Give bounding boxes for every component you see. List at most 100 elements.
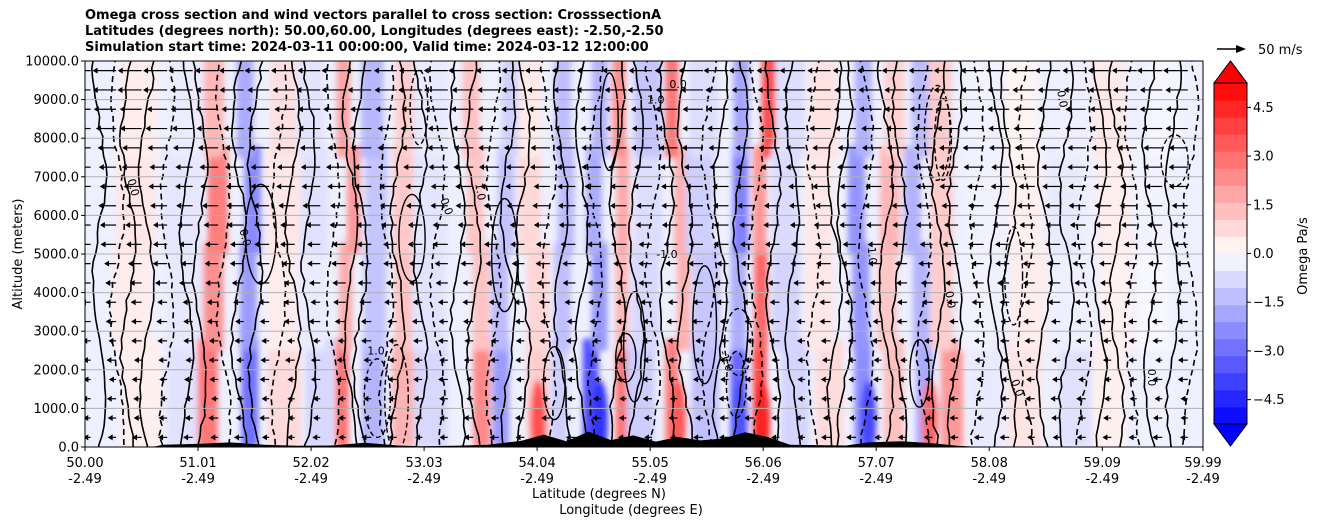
omega-cell [207, 145, 228, 254]
wind-vector [287, 337, 295, 344]
wind-vector [108, 376, 117, 383]
contour-label: 0.0 [125, 177, 142, 197]
omega-cell [969, 338, 1004, 447]
wind-vector [541, 357, 550, 364]
colorbar-level [1214, 117, 1247, 135]
wind-vector [85, 185, 91, 188]
omega-cell [848, 145, 865, 254]
wind-vector [299, 144, 321, 151]
wind-vector [334, 318, 346, 325]
wind-vector [866, 222, 882, 229]
colorbar-level [1214, 100, 1247, 118]
wind-vector [296, 86, 321, 93]
wind-vector [1001, 376, 1010, 383]
wind-vector [450, 106, 474, 113]
wind-vector [377, 125, 397, 132]
contour-loop [1160, 134, 1189, 187]
wind-vector [861, 125, 882, 132]
wind-vector [413, 395, 423, 402]
wind-vector [630, 106, 652, 113]
colorbar-tick-label: −4.5 [1253, 393, 1285, 408]
wind-vector [539, 337, 550, 344]
wind-vector [225, 183, 244, 190]
wind-vector [999, 337, 1010, 344]
omega-cell [1059, 338, 1093, 447]
wind-vector [1000, 318, 1010, 325]
wind-vector [638, 279, 652, 286]
omega-core [860, 379, 877, 447]
wind-vector [567, 376, 576, 383]
wind-vector [898, 376, 908, 383]
wind-vector [107, 434, 117, 441]
wind-vector [223, 125, 244, 132]
wind-vector [1078, 376, 1086, 383]
omega-cell [413, 61, 448, 158]
wind-vector [409, 279, 423, 286]
wind-vector [576, 67, 601, 74]
wind-vector [659, 144, 678, 151]
wind-vector [560, 241, 576, 248]
wind-vector [1172, 222, 1188, 229]
contour-label: 1.0 [367, 344, 385, 357]
wind-vector [513, 279, 525, 286]
wind-vector [356, 222, 372, 229]
wind-vector [511, 260, 525, 267]
wind-vector [1093, 183, 1112, 190]
wind-vector [203, 222, 219, 229]
contour-line [464, 61, 482, 447]
wind-vector [152, 260, 168, 267]
wind-vector [463, 415, 474, 422]
wind-vector [1168, 183, 1188, 190]
wind-vector [682, 125, 703, 132]
wind-vector [914, 144, 933, 151]
wind-vector [246, 106, 270, 113]
wind-vector [874, 434, 882, 441]
wind-vector [661, 222, 678, 229]
wind-vector [867, 241, 882, 248]
wind-vector [719, 415, 729, 422]
wind-vector [556, 164, 576, 171]
contour-negative [484, 61, 503, 447]
wind-vector [388, 434, 397, 441]
wind-vector [125, 222, 142, 229]
wind-vector [489, 357, 499, 364]
wind-vector [820, 337, 831, 344]
wind-vector [1149, 299, 1163, 306]
wind-vector [331, 260, 346, 267]
wind-vector [1046, 260, 1061, 267]
wind-vector [398, 86, 423, 93]
contour-label: 0.0 [942, 290, 958, 309]
wind-vector [732, 125, 755, 132]
wind-vector [643, 415, 652, 422]
wind-vector [812, 183, 831, 190]
wind-vector [505, 183, 525, 190]
wind-vector [719, 318, 729, 325]
wind-vector [466, 376, 474, 383]
wind-vector [529, 164, 550, 171]
wind-vector [360, 318, 372, 325]
wind-vector [661, 202, 678, 209]
contour-line [118, 61, 137, 447]
contour-line [784, 61, 802, 447]
colorbar-extend-max [1213, 60, 1248, 84]
wind-vector [1051, 357, 1061, 364]
wind-vector [281, 260, 295, 267]
wind-vector [427, 144, 448, 151]
wind-vector [695, 337, 703, 344]
wind-vector [540, 318, 550, 325]
wind-vector [1094, 202, 1112, 209]
wind-vector [591, 357, 601, 364]
wind-vector [908, 67, 933, 74]
wind-vector [968, 241, 984, 248]
omega-cell [413, 338, 448, 447]
wind-vector [453, 164, 474, 171]
y-tick-label: 1000.0 [34, 402, 80, 417]
wind-vector [92, 67, 117, 74]
wind-vector [847, 337, 857, 344]
omega-cell [854, 61, 872, 158]
wind-vector [197, 144, 219, 151]
wind-vector [576, 86, 601, 93]
x-tick-label-lat: 52.02 [292, 456, 329, 471]
wind-vector [1038, 125, 1061, 132]
wind-vector [1090, 125, 1112, 132]
